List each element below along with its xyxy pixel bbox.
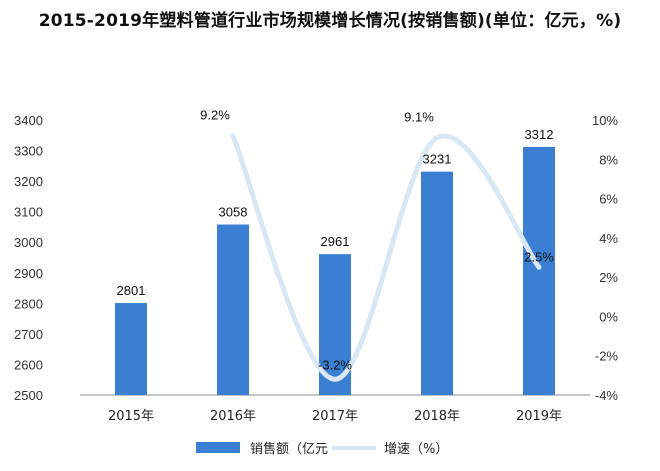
legend-label-bar: 销售额（亿元: [250, 441, 328, 457]
y-right-tick-label: 6%: [599, 192, 618, 207]
y-left-tick-label: 2700: [14, 327, 43, 342]
bar-layer: [115, 146, 555, 395]
y-right-tick-label: 0%: [599, 309, 618, 324]
x-tick-label: 2019年: [516, 409, 562, 424]
y-left-tick-label: 2900: [14, 266, 43, 281]
y-left-tick-label: 2600: [14, 357, 43, 372]
line-data-label: 2.5%: [524, 249, 554, 264]
y-right-tick-label: 4%: [599, 231, 618, 246]
axis-layer: 2500 2600 2700 2800 2900 3000 3100 3200 3300 3400…: [14, 113, 618, 424]
y-right-tick-label: 10%: [592, 113, 618, 128]
bar: [523, 146, 555, 395]
bar: [115, 303, 147, 395]
label-layer: 2801 3058 2961 3231 3312 9.2% -3.2% 9.1% 2.5%: [117, 108, 555, 373]
line-layer: [230, 133, 542, 382]
legend-label-line: 增速（%）: [384, 442, 448, 457]
x-tick-label: 2016年: [210, 409, 256, 424]
x-tick-label: 2015年: [108, 409, 154, 424]
y-right-tick-label: -2%: [595, 349, 619, 364]
y-left-tick-label: 3200: [14, 174, 43, 189]
y-right-tick-label: 2%: [599, 270, 618, 285]
bar-data-label: 3058: [219, 205, 248, 220]
bar: [421, 171, 453, 395]
bar: [217, 224, 249, 395]
y-right-tick-label: 8%: [599, 152, 618, 167]
growth-line: [230, 133, 542, 382]
y-left-tick-label: 3100: [14, 205, 43, 220]
line-data-label: -3.2%: [318, 357, 352, 372]
y-left-tick-label: 2800: [14, 296, 43, 311]
bar-data-label: 3312: [525, 127, 554, 142]
chart-title: 2015-2019年塑料管道行业市场规模增长情况(按销售额)(单位：亿元，%): [38, 11, 622, 31]
bar-data-label: 2801: [117, 283, 146, 298]
y-left-tick-label: 3000: [14, 235, 43, 250]
x-tick-label: 2018年: [414, 409, 460, 424]
y-right-tick-label: -4%: [595, 388, 619, 403]
x-tick-label: 2017年: [312, 409, 358, 424]
legend: 销售额（亿元 增速（%）: [196, 441, 448, 457]
bar-data-label: 2961: [321, 234, 350, 249]
bar-data-label: 3231: [423, 152, 452, 167]
y-left-tick-label: 3300: [14, 144, 43, 159]
line-data-label: 9.2%: [200, 108, 230, 123]
legend-swatch-bar: [196, 442, 240, 453]
y-left-tick-label: 2500: [14, 388, 43, 403]
y-left-tick-label: 3400: [14, 113, 43, 128]
line-data-label: 9.1%: [404, 110, 434, 125]
